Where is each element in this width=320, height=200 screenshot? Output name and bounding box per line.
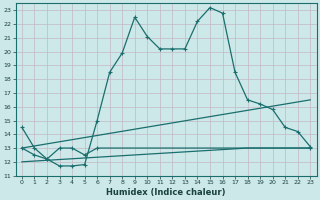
- X-axis label: Humidex (Indice chaleur): Humidex (Indice chaleur): [106, 188, 226, 197]
